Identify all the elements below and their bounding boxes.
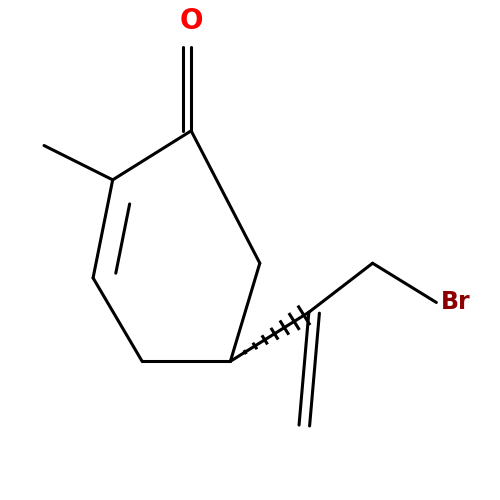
- Text: O: O: [180, 7, 203, 35]
- Text: Br: Br: [442, 290, 471, 314]
